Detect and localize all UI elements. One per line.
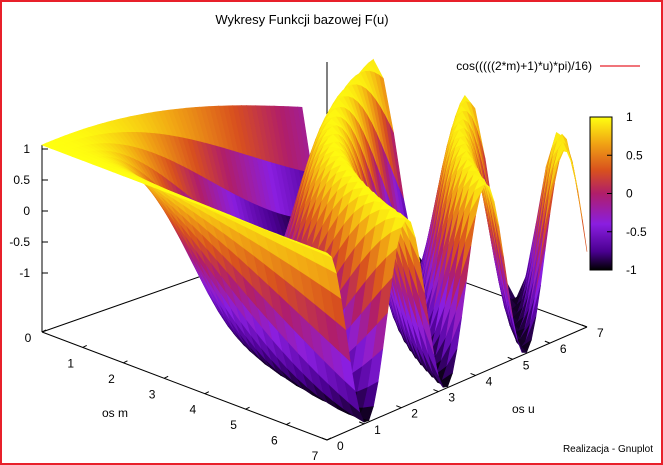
m-tick-mark [204,391,210,395]
u-tick-mark [358,421,365,425]
m-tick-mark [163,375,169,379]
colorbar-tick-label: 0 [626,187,633,201]
m-tick-label: 2 [108,372,115,386]
axis-ticks: 1 0.5 0 -0.5 -1 0 1 2 3 4 5 6 7 0 1 2 3 4 5 6 7 [9,142,604,463]
colorbar: 1 0.5 0 -0.5 -1 [589,110,647,277]
z-tick-label: -0.5 [9,235,30,249]
credit-text: Realizacja - Gnuplot [562,444,653,455]
x-axis-label: os m [102,406,128,420]
u-tick-label: 7 [597,326,604,340]
m-tick-mark [41,329,47,333]
u-tick-label: 0 [337,439,344,453]
m-tick-label: 6 [271,434,278,448]
u-axis-line [326,326,588,441]
m-tick-label: 0 [25,331,32,345]
legend: cos(((((2*m)+1)*u)*pi)/16) [456,59,640,73]
surface [41,58,588,423]
z-tick-label: 0.5 [13,173,30,187]
u-tick-label: 2 [411,407,418,421]
z-tick-label: -1 [19,266,30,280]
m-tick-mark [245,406,250,410]
m-tick-label: 7 [312,449,319,463]
m-axis-line [41,331,328,441]
surface-patch [316,248,332,258]
m-tick-mark [82,344,87,348]
chart-title: Wykresy Funkcji bazowej F(u) [215,12,388,27]
u-tick-mark [396,405,402,409]
u-tick-label: 3 [448,391,455,405]
u-tick-mark [470,372,476,376]
z-tick-label: 1 [23,142,30,156]
z-tick-label: 0 [23,204,30,218]
u-tick-mark [321,437,328,441]
m-tick-label: 5 [230,418,237,432]
colorbar-tick-label: -1 [626,263,637,277]
m-tick-mark [123,360,128,364]
u-tick-mark [581,324,588,328]
u-tick-mark [544,340,551,344]
colorbar-tick-label: 1 [626,110,633,124]
colorbar-ticks: 1 0.5 0 -0.5 -1 [607,110,647,277]
u-tick-label: 4 [486,374,493,388]
u-tick-mark [433,389,439,393]
colorbar-tick-label: 0.5 [626,148,643,162]
u-tick-label: 1 [374,423,381,437]
legend-label: cos(((((2*m)+1)*u)*pi)/16) [456,59,592,73]
u-tick-label: 5 [523,358,530,372]
m-tick-label: 3 [149,387,156,401]
m-tick-label: 4 [190,403,197,417]
m-tick-mark [286,422,291,426]
u-tick-mark [507,356,513,360]
colorbar-tick-label: -0.5 [626,225,647,239]
u-tick-label: 6 [560,342,567,356]
m-tick-mark [326,437,332,441]
y-axis-label: os u [512,402,535,416]
m-tick-label: 1 [67,356,74,370]
